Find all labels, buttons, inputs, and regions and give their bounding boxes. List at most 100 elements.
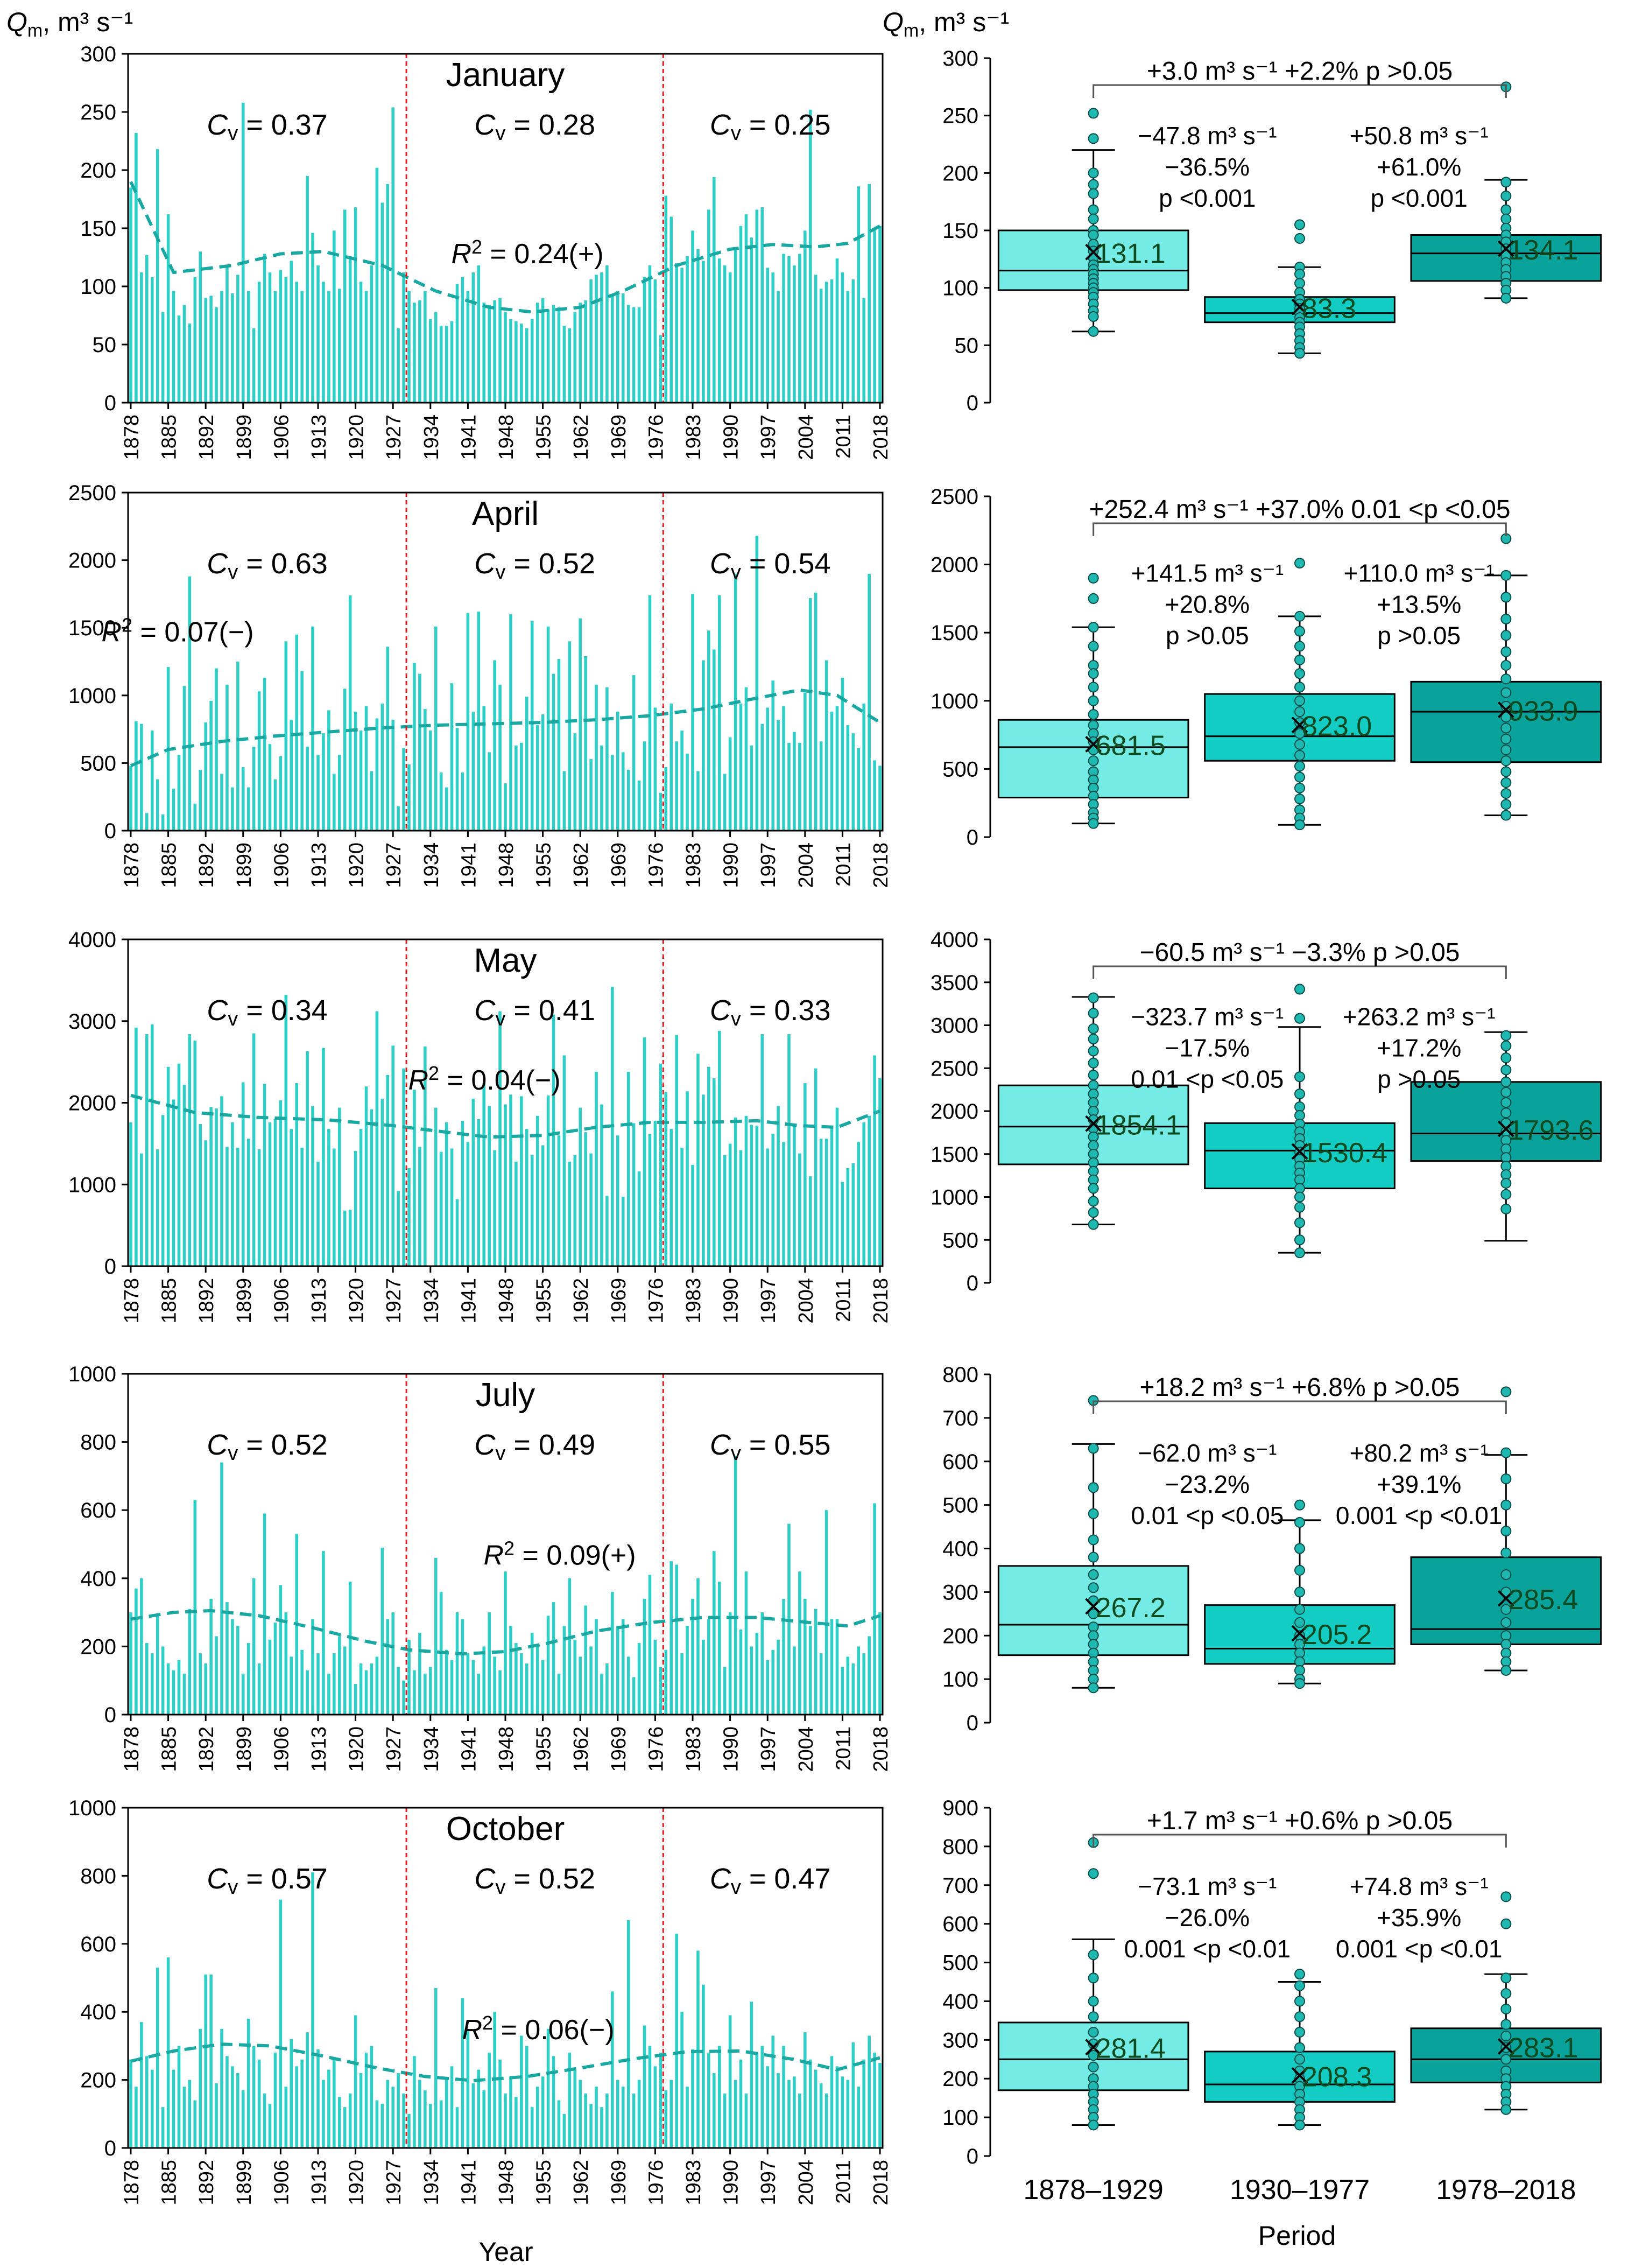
mean-marker-january-3	[1497, 240, 1514, 257]
bar-october-1883	[156, 1968, 159, 2148]
bar-october-1998	[771, 2035, 774, 2148]
box-y-tick-label-may-4000: 4000	[931, 928, 978, 952]
bar-october-1932	[418, 2080, 421, 2148]
bar-july-1893	[209, 1598, 213, 1715]
bar-october-1911	[306, 2032, 309, 2148]
x-tick-label-july-1990: 1990	[720, 1726, 743, 1772]
bar-july-1883	[156, 1616, 159, 1715]
y-tick-label-october-400: 400	[80, 2000, 116, 2024]
data-point-july-1-3	[1088, 1482, 1099, 1493]
mean-label-april-3: 933.9	[1508, 696, 1578, 727]
x-tick-label-april-2004: 2004	[795, 842, 817, 888]
y-tick-label-july-800: 800	[80, 1431, 116, 1455]
data-point-january-2-4	[1294, 269, 1305, 280]
data-point-july-2-5	[1294, 1586, 1305, 1598]
bar-january-2009	[830, 279, 834, 403]
bar-october-1963	[584, 2093, 587, 2148]
bar-april-1970	[621, 752, 625, 831]
bar-january-1934	[429, 319, 432, 403]
data-point-may-1-3	[1088, 1023, 1099, 1034]
bar-july-1978	[664, 1649, 668, 1715]
bar-january-1981	[680, 268, 683, 403]
bar-october-1952	[525, 2046, 528, 2148]
panel-title-october: October	[446, 1810, 565, 1848]
data-point-january-1-6	[1088, 204, 1099, 215]
data-point-may-1-4	[1088, 1034, 1099, 1045]
mean-label-may-1: 1854.1	[1096, 1110, 1181, 1141]
cv-label-may-2: Cv = 0.41	[474, 994, 595, 1030]
trend-line-may	[130, 1093, 881, 1139]
bar-october-1942	[471, 2083, 475, 2148]
bar-april-2016	[868, 573, 871, 831]
data-point-may-2-19	[1294, 1217, 1305, 1228]
x-tick-label-july-1983: 1983	[682, 1726, 705, 1772]
data-point-january-3-5	[1500, 213, 1512, 224]
bar-may-1931	[413, 1090, 416, 1266]
x-tick-label-may-2018: 2018	[870, 1278, 892, 1324]
bar-october-1956	[546, 2028, 550, 2148]
bar-may-1938	[450, 1148, 454, 1266]
panel-january-boxplot: 0 50 100 150 200 250 300 131.1 83.3 134.1 +3.0 m³ …	[942, 47, 1602, 415]
data-point-january-1-24	[1088, 326, 1099, 337]
bar-may-2015	[862, 1122, 865, 1266]
bar-july-1943	[477, 1674, 481, 1715]
x-tick-label-may-1955: 1955	[533, 1278, 555, 1324]
bar-january-1901	[252, 328, 256, 403]
bar-may-1929	[402, 1068, 405, 1266]
bar-july-1929	[402, 1680, 405, 1715]
box-y-tick-label-october-900: 900	[942, 1796, 978, 1820]
bar-may-1989	[723, 1155, 727, 1266]
bar-january-2015	[862, 298, 865, 403]
bar-january-1970	[621, 293, 625, 403]
bar-october-1924	[375, 2100, 379, 2148]
data-point-july-2-6	[1294, 1604, 1305, 1615]
x-tick-label-january-1920: 1920	[346, 415, 368, 460]
bar-may-2007	[819, 1139, 823, 1266]
data-point-may-1-7	[1088, 1070, 1099, 1081]
x-tick-label-april-2018: 2018	[870, 842, 892, 888]
bar-may-1930	[407, 1168, 411, 1266]
bar-january-1906	[279, 270, 283, 403]
data-point-october-3-1	[1500, 1891, 1512, 1902]
bar-july-2016	[868, 1636, 871, 1715]
data-point-april-2-2	[1294, 610, 1305, 622]
bar-may-1921	[359, 1129, 363, 1266]
bar-may-1967	[605, 1196, 609, 1266]
x-tick-label-may-1913: 1913	[308, 1278, 330, 1324]
box-y-tick-label-april-2500: 2500	[931, 485, 978, 509]
y-tick-label-october-800: 800	[80, 1864, 116, 1888]
bar-july-1903	[263, 1513, 266, 1715]
x-tick-label-october-1927: 1927	[383, 2160, 405, 2206]
bar-april-1904	[268, 744, 272, 831]
mean-marker-april-2	[1291, 717, 1308, 734]
bar-october-2005	[808, 2059, 812, 2148]
bar-january-1937	[445, 326, 448, 403]
bar-may-1902	[257, 1149, 261, 1266]
data-point-may-1-2	[1088, 1008, 1099, 1019]
box-y-tick-label-april-2000: 2000	[931, 553, 978, 577]
x-tick-label-october-2004: 2004	[795, 2160, 817, 2206]
bar-july-1910	[300, 1649, 304, 1715]
bar-may-1943	[477, 1119, 481, 1266]
bar-january-1963	[584, 300, 587, 403]
bar-october-1999	[777, 2073, 780, 2148]
bar-april-2002	[793, 732, 796, 831]
bar-may-1940	[461, 1120, 464, 1266]
box-y-tick-label-july-100: 100	[942, 1668, 978, 1691]
bar-october-1971	[626, 1920, 630, 2148]
data-point-april-2-6	[1294, 668, 1305, 679]
bar-may-1909	[295, 1083, 298, 1266]
x-tick-label-october-1906: 1906	[270, 2160, 293, 2206]
y-tick-label-may-1000: 1000	[68, 1173, 116, 1197]
bar-january-2008	[824, 282, 828, 403]
data-point-april-1-2	[1088, 593, 1099, 604]
bar-october-1914	[322, 2080, 325, 2148]
bar-may-1892	[204, 1140, 207, 1266]
bar-july-2004	[804, 1598, 807, 1715]
bar-october-1977	[659, 2053, 663, 2148]
data-point-april-1-6	[1088, 668, 1099, 679]
bar-april-1915	[327, 710, 330, 831]
bar-april-1986	[707, 630, 710, 831]
bar-april-1944	[482, 706, 486, 831]
bar-october-1897	[231, 2066, 234, 2148]
